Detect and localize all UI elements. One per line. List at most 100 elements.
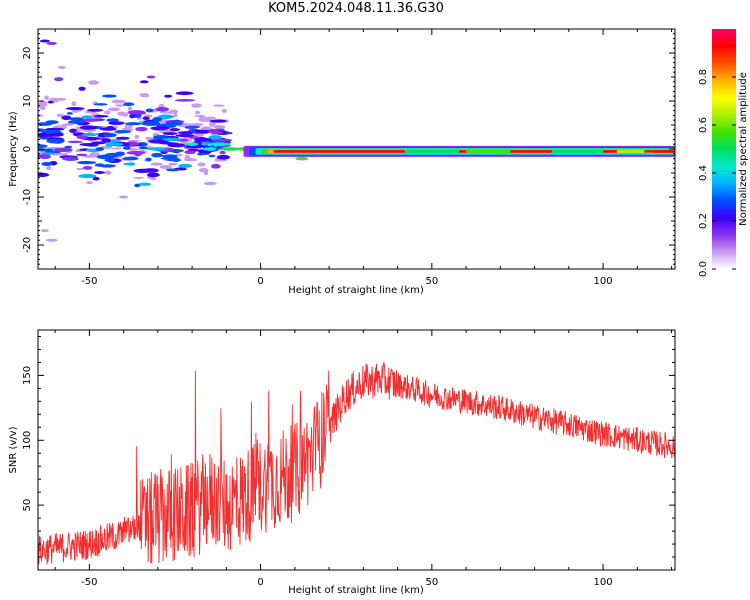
spectral-cluster xyxy=(79,142,99,147)
spectral-cluster xyxy=(38,144,48,149)
spectral-cluster xyxy=(197,152,205,156)
spectral-speckle xyxy=(198,115,205,119)
spectral-speckle xyxy=(203,181,217,186)
spectral-cluster xyxy=(46,138,64,144)
spectral-cluster xyxy=(96,154,115,160)
chart-title: KOM5.2024.048.11.36.G30 xyxy=(268,1,444,16)
spectral-cluster xyxy=(208,128,219,134)
colorbar-tick-label: 0.2 xyxy=(698,213,709,229)
spectral-speckle xyxy=(91,113,101,116)
spectral-speckle xyxy=(134,134,140,139)
spectrogram-y-tick-label: -10 xyxy=(22,189,33,205)
colorbar-ticks: 0.0 0.2 0.4 0.6 0.8 xyxy=(698,69,736,277)
spectral-speckle xyxy=(56,113,64,118)
spectral-cluster xyxy=(75,153,88,157)
spectrogram-x-axis-label: Height of straight line (km) xyxy=(288,285,424,296)
spectral-speckle xyxy=(38,114,44,117)
spectral-cluster xyxy=(92,176,100,181)
spectral-hotspot xyxy=(162,137,181,142)
spectral-cluster xyxy=(41,129,62,134)
spectral-cluster xyxy=(178,163,193,168)
spectral-outlier xyxy=(45,238,58,242)
spectral-cluster xyxy=(157,114,174,119)
colorbar-tick-label: 0.6 xyxy=(698,117,709,133)
spectral-cluster xyxy=(47,100,54,104)
spectral-speckle xyxy=(183,158,198,162)
spectral-speckle xyxy=(198,167,209,173)
spectral-cluster xyxy=(209,119,227,123)
spectral-cluster xyxy=(213,138,233,142)
snr-x-tick-label: 0 xyxy=(257,577,263,588)
spectral-cluster xyxy=(169,128,181,132)
spectral-outlier xyxy=(39,39,50,43)
colorbar: 0.0 0.2 0.4 0.6 0.8 Normalized spectral ampl… xyxy=(698,29,749,277)
spectral-speckle xyxy=(214,158,228,162)
spectrogram-y-tick-label: 0 xyxy=(22,146,33,152)
spectral-cluster xyxy=(133,168,152,174)
spectral-speckle xyxy=(208,122,216,127)
spectral-band-peak xyxy=(644,150,675,153)
spectral-speckle xyxy=(173,113,178,118)
spectral-cluster xyxy=(201,141,210,146)
spectral-speckle xyxy=(203,171,209,175)
spectral-hotspot xyxy=(202,147,217,151)
spectral-cluster xyxy=(172,157,180,162)
spectral-cluster xyxy=(146,172,160,178)
spectral-band-segment xyxy=(466,149,511,153)
spectral-cluster xyxy=(123,102,135,106)
snr-plot-frame xyxy=(37,329,676,571)
spectral-cluster xyxy=(208,135,222,140)
spectral-cluster xyxy=(196,137,207,142)
spectral-speckle xyxy=(221,108,227,113)
spectral-speckle xyxy=(88,80,99,85)
spectrogram-panel: -50 0 50 100 -20 -10 0 10 20 Height of straight … xyxy=(8,28,676,296)
spectral-cluster xyxy=(159,142,179,145)
spectral-speckle xyxy=(159,165,173,170)
spectral-cluster xyxy=(38,172,50,177)
spectral-cluster xyxy=(152,117,162,122)
spectral-cluster xyxy=(78,173,97,179)
spectral-speckle xyxy=(214,124,223,130)
spectrogram-x-tick-label: 100 xyxy=(594,276,613,287)
spectral-speckle xyxy=(159,110,170,114)
spectral-speckle xyxy=(46,166,52,171)
spectral-outlier xyxy=(46,41,57,45)
spectral-speckle xyxy=(150,176,156,181)
spectral-cluster xyxy=(78,86,86,91)
spectral-speckle xyxy=(191,123,204,126)
spectral-cluster xyxy=(67,120,86,124)
spectral-cluster xyxy=(135,126,148,132)
snr-x-axis-label: Height of straight line (km) xyxy=(288,585,424,596)
spectral-cluster xyxy=(210,163,221,169)
spectral-cluster xyxy=(134,151,142,157)
spectral-cluster xyxy=(162,132,178,136)
spectral-cluster xyxy=(61,115,72,121)
spectral-speckle xyxy=(114,104,126,107)
spectral-cluster xyxy=(127,110,146,115)
spectral-cluster xyxy=(216,154,230,160)
spectral-outlier xyxy=(118,195,129,199)
spectral-outlier xyxy=(139,80,149,84)
spectral-cluster xyxy=(64,145,73,149)
spectral-speckle xyxy=(212,104,225,107)
snr-y-tick-label: 50 xyxy=(22,499,33,512)
spectral-speckle xyxy=(111,99,126,104)
spectrogram-y-tick-label: 20 xyxy=(22,47,33,60)
spectral-speckle xyxy=(38,105,46,110)
spectral-hotspot xyxy=(295,156,308,161)
spectral-cluster xyxy=(138,182,152,186)
snr-panel: -50 0 50 100 50 100 150 Height of straight lin… xyxy=(8,329,676,596)
spectral-cluster xyxy=(69,128,77,133)
spectral-speckle xyxy=(138,93,145,96)
spectral-speckle xyxy=(55,153,67,156)
spectral-cluster xyxy=(138,146,149,150)
spectral-cluster xyxy=(106,118,120,122)
spectrogram-y-axis-label: Frequency (Hz) xyxy=(8,111,19,187)
spectral-speckle xyxy=(89,152,100,157)
spectral-cluster xyxy=(81,118,101,122)
snr-y-tick-label: 100 xyxy=(22,431,33,450)
spectral-cluster xyxy=(127,162,136,166)
snr-series-line xyxy=(37,362,676,565)
spectral-cluster xyxy=(69,117,84,121)
spectrogram-x-tick-label: 0 xyxy=(257,276,263,287)
